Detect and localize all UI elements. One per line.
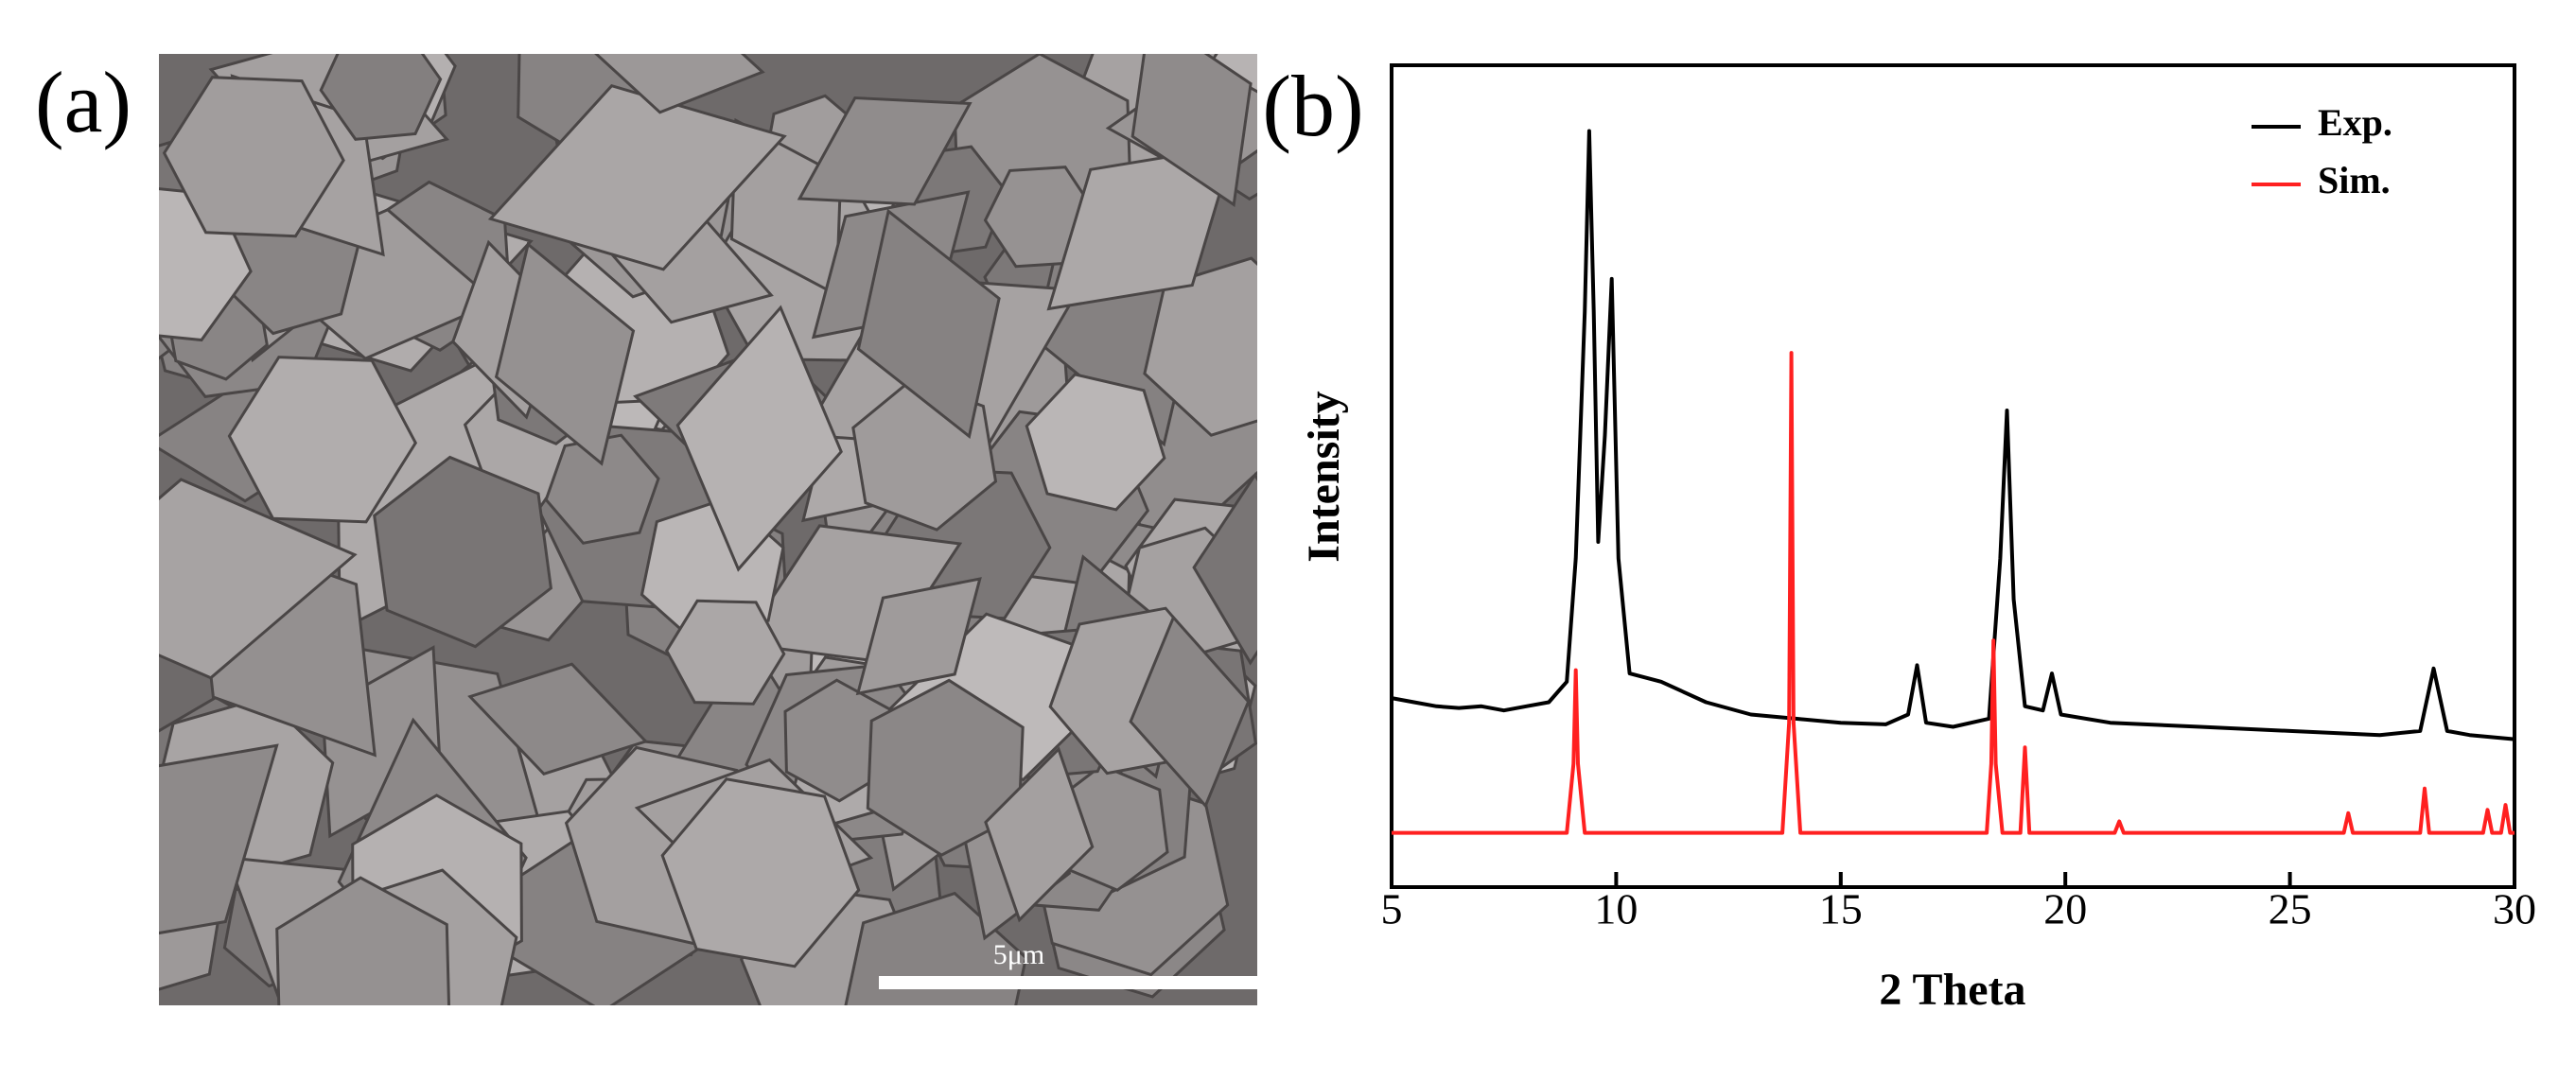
crystal — [783, 678, 893, 803]
crystal — [487, 83, 787, 271]
crystal — [739, 524, 963, 664]
y-axis-label: Intensity — [1299, 391, 1349, 562]
crystal — [319, 54, 443, 141]
x-tick-label: 20 — [2043, 885, 2087, 933]
crystal — [1143, 256, 1257, 437]
crystal — [544, 433, 660, 545]
panel-label: (b) — [1262, 58, 1363, 154]
scale-bar-label: 5μm — [993, 939, 1044, 970]
crystal — [159, 743, 279, 935]
crystal — [494, 241, 636, 466]
x-tick-label: 25 — [2269, 885, 2312, 933]
crystal — [856, 208, 1001, 439]
x-tick-label: 30 — [2493, 885, 2536, 933]
crystal — [797, 96, 973, 206]
crystal — [159, 478, 358, 680]
crystal — [1025, 373, 1166, 512]
legend-label: Exp. — [2318, 101, 2392, 144]
series-line — [1392, 351, 2515, 835]
series-line — [1391, 129, 2515, 741]
crystal — [162, 76, 345, 238]
sem-image — [159, 54, 1257, 1005]
crystal — [1192, 472, 1257, 666]
crystal — [866, 678, 1025, 857]
crystal — [467, 662, 649, 776]
crystal — [1129, 615, 1251, 809]
plot-frame — [1390, 63, 2516, 889]
crystal — [984, 746, 1095, 923]
crystal — [373, 455, 553, 649]
x-axis-label: 2 Theta — [1879, 965, 2025, 1015]
x-tick-label: 5 — [1381, 885, 1403, 933]
crystal — [660, 777, 861, 968]
crystal — [275, 876, 451, 1005]
crystal — [594, 54, 765, 114]
crystal — [855, 577, 982, 696]
scale-bar — [879, 976, 1257, 989]
crystal — [664, 599, 786, 706]
crystal — [675, 305, 843, 572]
legend-label: Sim. — [2318, 159, 2391, 201]
crystal — [1130, 54, 1253, 207]
crystal — [227, 356, 418, 524]
x-tick-label: 15 — [1819, 885, 1863, 933]
panel-label: (a) — [35, 54, 131, 150]
x-tick-label: 10 — [1594, 885, 1638, 933]
